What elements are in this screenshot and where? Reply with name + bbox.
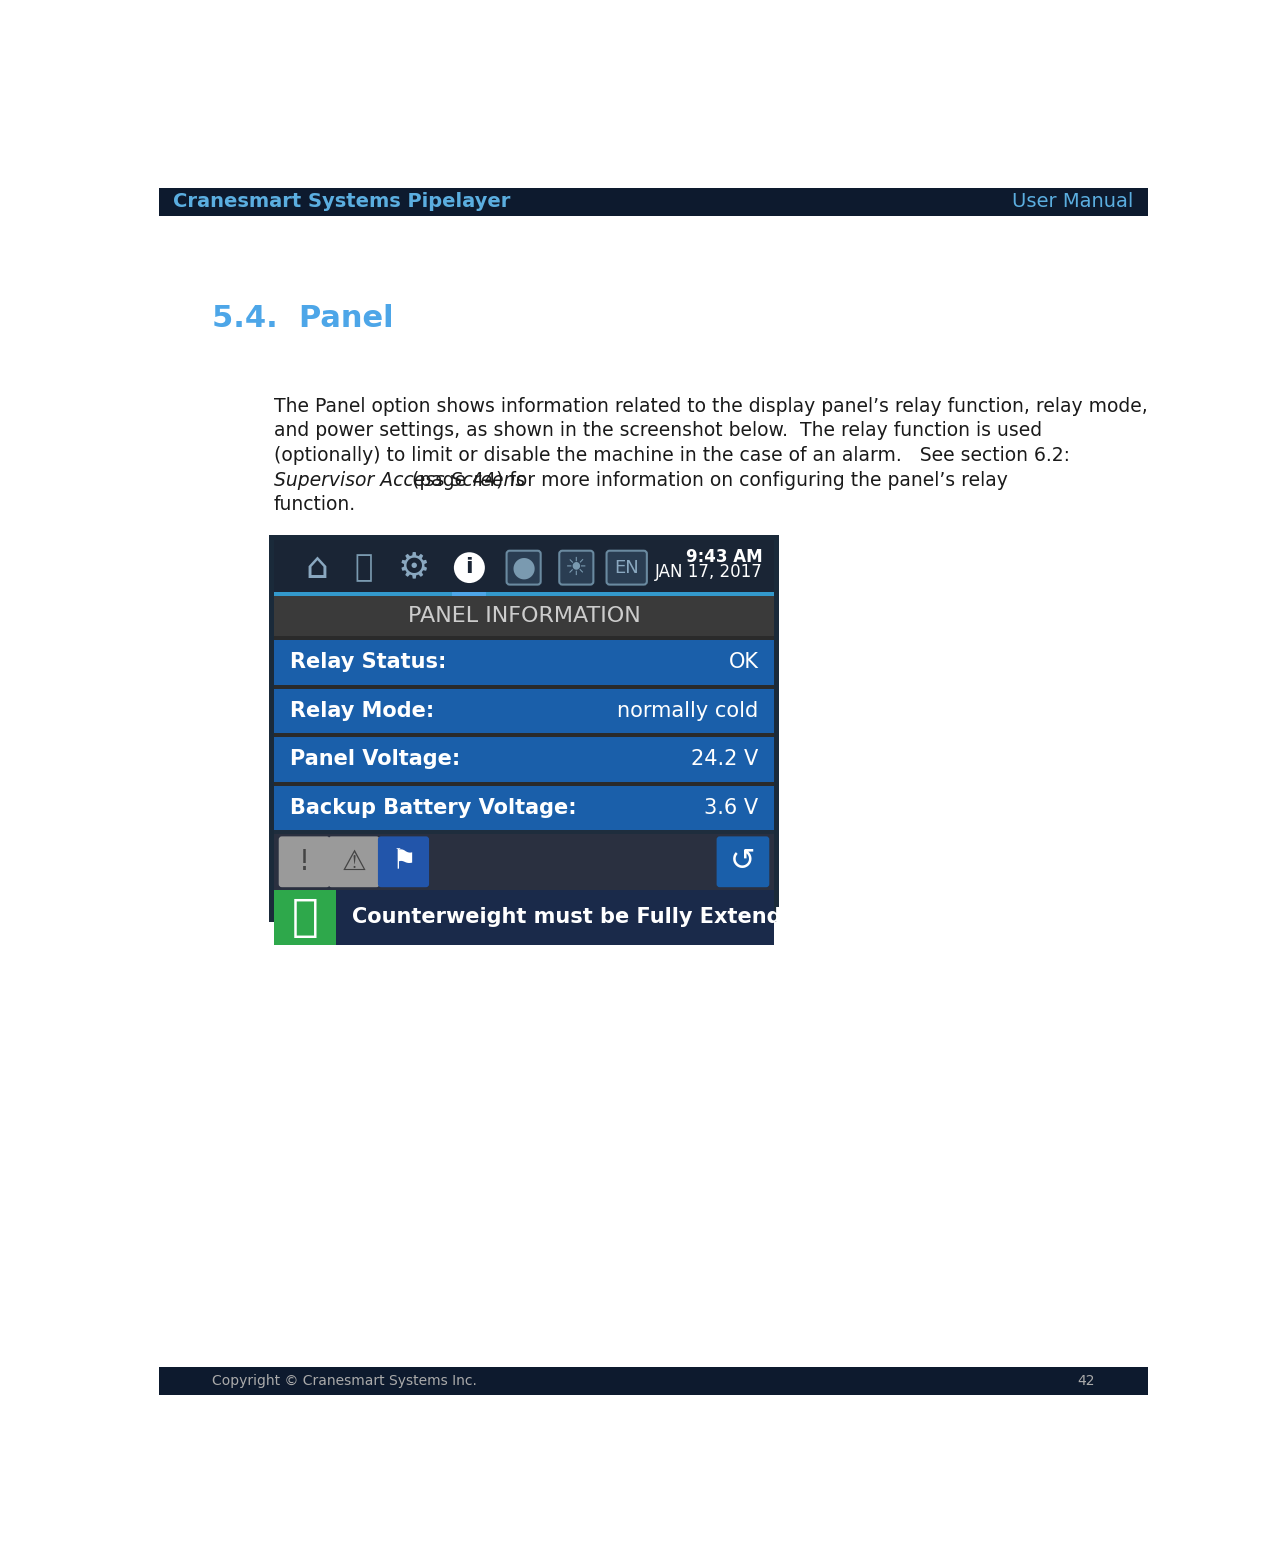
Text: 5.4.  Panel: 5.4. Panel xyxy=(212,304,394,334)
Bar xyxy=(274,639,774,685)
Text: 24.2 V: 24.2 V xyxy=(691,749,759,769)
FancyBboxPatch shape xyxy=(329,837,380,887)
Text: ⚑: ⚑ xyxy=(391,848,416,876)
Text: PANEL INFORMATION: PANEL INFORMATION xyxy=(408,606,640,627)
Text: function.: function. xyxy=(274,495,356,514)
Bar xyxy=(274,733,774,736)
Text: normally cold: normally cold xyxy=(617,700,759,721)
Text: ↺: ↺ xyxy=(731,848,756,876)
Bar xyxy=(274,685,774,688)
Text: and power settings, as shown in the screenshot below.  The relay function is use: and power settings, as shown in the scre… xyxy=(274,422,1042,440)
Text: ⚠: ⚠ xyxy=(342,848,366,876)
Circle shape xyxy=(454,552,484,583)
Bar xyxy=(274,636,774,639)
Bar xyxy=(453,592,487,595)
Bar xyxy=(274,785,774,831)
FancyBboxPatch shape xyxy=(717,837,769,887)
Text: ⎙: ⎙ xyxy=(292,896,319,939)
Text: EN: EN xyxy=(615,559,639,577)
Text: i: i xyxy=(465,556,473,577)
Text: Relay Mode:: Relay Mode: xyxy=(289,700,434,721)
Bar xyxy=(274,736,774,782)
Text: OK: OK xyxy=(728,652,759,672)
Bar xyxy=(159,1366,1148,1395)
Text: ☀: ☀ xyxy=(565,556,588,580)
FancyBboxPatch shape xyxy=(560,550,593,584)
Bar xyxy=(274,834,774,890)
Bar xyxy=(274,592,774,595)
Text: JAN 17, 2017: JAN 17, 2017 xyxy=(655,563,764,581)
Text: (optionally) to limit or disable the machine in the case of an alarm.   See sect: (optionally) to limit or disable the mac… xyxy=(274,447,1070,465)
Text: ⚙: ⚙ xyxy=(398,550,430,584)
Text: Copyright © Cranesmart Systems Inc.: Copyright © Cranesmart Systems Inc. xyxy=(212,1374,477,1388)
Text: User Manual: User Manual xyxy=(1012,193,1133,212)
Text: (page 44) for more information on configuring the panel’s relay: (page 44) for more information on config… xyxy=(405,470,1007,489)
Bar xyxy=(269,536,779,921)
Text: Supervisor Access Screens: Supervisor Access Screens xyxy=(274,470,525,489)
Bar xyxy=(274,782,774,785)
FancyBboxPatch shape xyxy=(279,837,330,887)
Bar xyxy=(274,890,774,945)
Bar xyxy=(274,595,774,636)
Text: ⳣ: ⳣ xyxy=(354,553,372,583)
Text: 42: 42 xyxy=(1077,1374,1095,1388)
FancyBboxPatch shape xyxy=(506,550,541,584)
Bar xyxy=(274,541,774,917)
Text: 3.6 V: 3.6 V xyxy=(704,798,759,818)
Text: ●: ● xyxy=(511,553,536,581)
Text: !: ! xyxy=(298,848,310,876)
Bar xyxy=(274,688,774,733)
Bar xyxy=(274,890,337,945)
Text: Counterweight must be Fully Extended: Counterweight must be Fully Extended xyxy=(352,907,810,928)
FancyBboxPatch shape xyxy=(607,550,646,584)
Text: Relay Status:: Relay Status: xyxy=(289,652,446,672)
Bar xyxy=(159,188,1148,216)
Bar xyxy=(274,541,774,592)
Text: Panel Voltage:: Panel Voltage: xyxy=(289,749,460,769)
Text: Cranesmart Systems Pipelayer: Cranesmart Systems Pipelayer xyxy=(173,193,511,212)
Text: The Panel option shows information related to the display panel’s relay function: The Panel option shows information relat… xyxy=(274,396,1148,415)
Text: 9:43 AM: 9:43 AM xyxy=(686,547,764,566)
Text: Backup Battery Voltage:: Backup Battery Voltage: xyxy=(289,798,576,818)
Text: ⌂: ⌂ xyxy=(305,550,328,584)
FancyBboxPatch shape xyxy=(377,837,430,887)
